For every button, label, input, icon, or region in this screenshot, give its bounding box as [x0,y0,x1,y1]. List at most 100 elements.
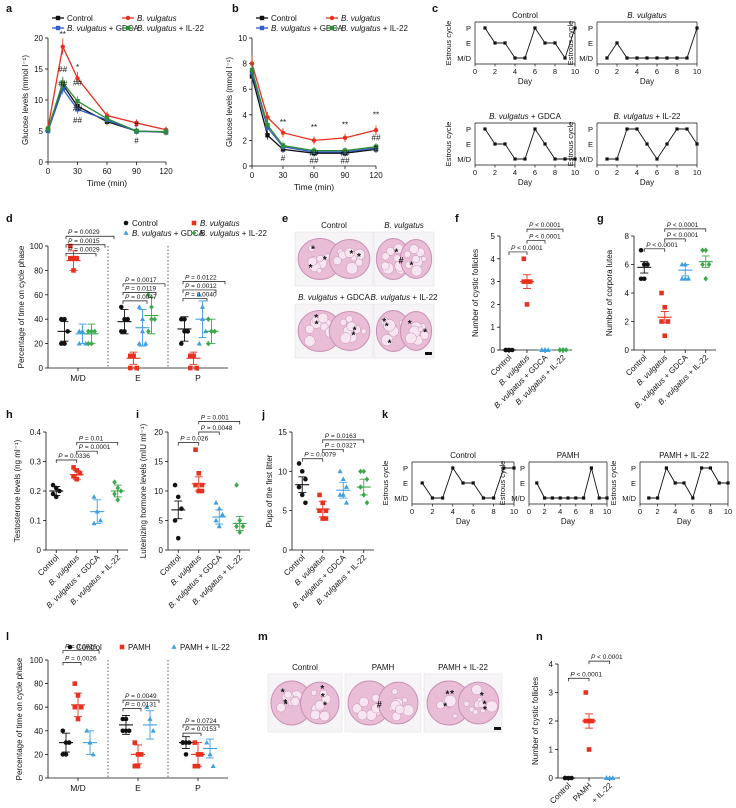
data-point [193,447,198,452]
panel-label-l: l [6,631,9,643]
day-point [493,41,497,45]
data-point [132,763,138,769]
data-point [196,292,202,297]
follicle [345,315,353,323]
y-tick-label: P [588,24,593,33]
data-point [134,120,139,126]
data-point [50,491,56,497]
data-point [337,492,343,497]
data-point [700,261,705,268]
data-point [188,365,193,371]
y-tick-label: M/D [511,494,525,503]
data-point [317,508,322,513]
data-point [209,328,214,335]
category-label: Control [548,781,573,806]
chart-l: 0 20 40 60 80 100 Percentage of time on cycle … [15,643,230,793]
pvalue-bracket [182,724,220,728]
cycle-line [421,467,514,499]
y-tick-label: P [588,125,593,134]
legend-marker [259,25,265,31]
significance-mark: ## [58,79,67,88]
histology-panel: # PAMH [344,663,422,733]
follicle [346,321,357,332]
y-tick-label: 0 [625,346,630,355]
legend-entry: B. vulgatus + IL-22 [137,24,204,33]
data-point [182,316,187,322]
histology-panel: ******PAMH + IL-22 [423,663,503,733]
day-point [483,26,487,30]
significance-mark: ## [73,116,82,125]
day-point [471,481,475,485]
histology-title: B. vulgatus [384,221,424,230]
data-point [89,328,94,335]
pvalue-text: P = 0.0049 [125,693,157,700]
day-point [726,481,730,485]
pvalue-bracket [526,240,546,244]
corpus-luteum-mark: * [309,263,313,274]
x-tick-label: 30 [73,167,82,176]
data-point [234,482,239,488]
legend-entry: B. vulgatus + IL-22 [341,24,408,33]
data-point [147,716,153,721]
data-point [641,262,647,267]
x-axis-label: Day [561,517,575,526]
day-point [605,56,609,60]
data-point [583,718,589,724]
corpus-luteum-mark: * [283,698,287,709]
legend-entry: B. vulgatus + GDCA [132,229,204,238]
data-point [323,508,329,513]
series-line [47,44,167,131]
x-tick-label: 8 [492,507,496,516]
cyst-mark: # [398,255,403,265]
x-tick-label: 6 [533,67,537,76]
legend-marker [123,230,129,235]
data-point [136,304,142,309]
data-point [150,728,156,733]
y-axis-label: Number of corpora lutea [605,249,614,336]
x-tick-label: 10 [693,67,701,76]
y-tick-label: 1 [549,746,554,755]
data-point [296,484,302,490]
pvalue-bracket [122,283,166,287]
day-point [635,127,639,131]
follicle [352,703,363,714]
significance-mark: ## [341,156,350,165]
day-point [700,466,704,470]
y-axis-label: Testosterone levels (ng ml⁻¹) [13,439,22,542]
panel-label-e: e [282,213,288,225]
y-tick-label: 1 [491,323,496,332]
data-point [186,740,192,745]
day-point [543,142,547,146]
pvalue-bracket [322,448,344,453]
y-tick-label: 20 [34,750,43,759]
pvalue-bracket [62,650,100,654]
data-point [134,365,139,371]
y-tick-label: 80 [34,680,43,689]
x-axis-label: Day [456,517,470,526]
y-tick-label: 0 [283,546,288,555]
pvalue-text: P < 0.0001 [591,654,623,661]
pvalue-text: P < 0.0001 [511,245,543,252]
day-point [420,481,424,485]
y-tick-label: 60 [34,291,43,300]
data-point [280,143,286,148]
day-point [523,157,527,161]
y-tick-label: 0 [37,546,42,555]
data-point [122,316,127,322]
pvalue-bracket [526,228,564,233]
corpus-luteum-mark: * [323,701,327,712]
y-tick-label: 60 [34,703,43,712]
pvalue-text: P = 0.0026 [65,655,97,662]
y-tick-label: 10 [238,34,247,43]
data-point [219,511,225,517]
day-point [513,56,517,60]
pvalue-bracket [182,732,202,737]
day-point [503,41,507,45]
data-point [50,482,56,488]
data-point [199,304,206,309]
pvalue-bracket [664,228,707,232]
data-point [603,775,609,780]
data-point [193,482,198,488]
y-tick-label: 0.4 [30,428,42,437]
follicle [420,256,427,262]
